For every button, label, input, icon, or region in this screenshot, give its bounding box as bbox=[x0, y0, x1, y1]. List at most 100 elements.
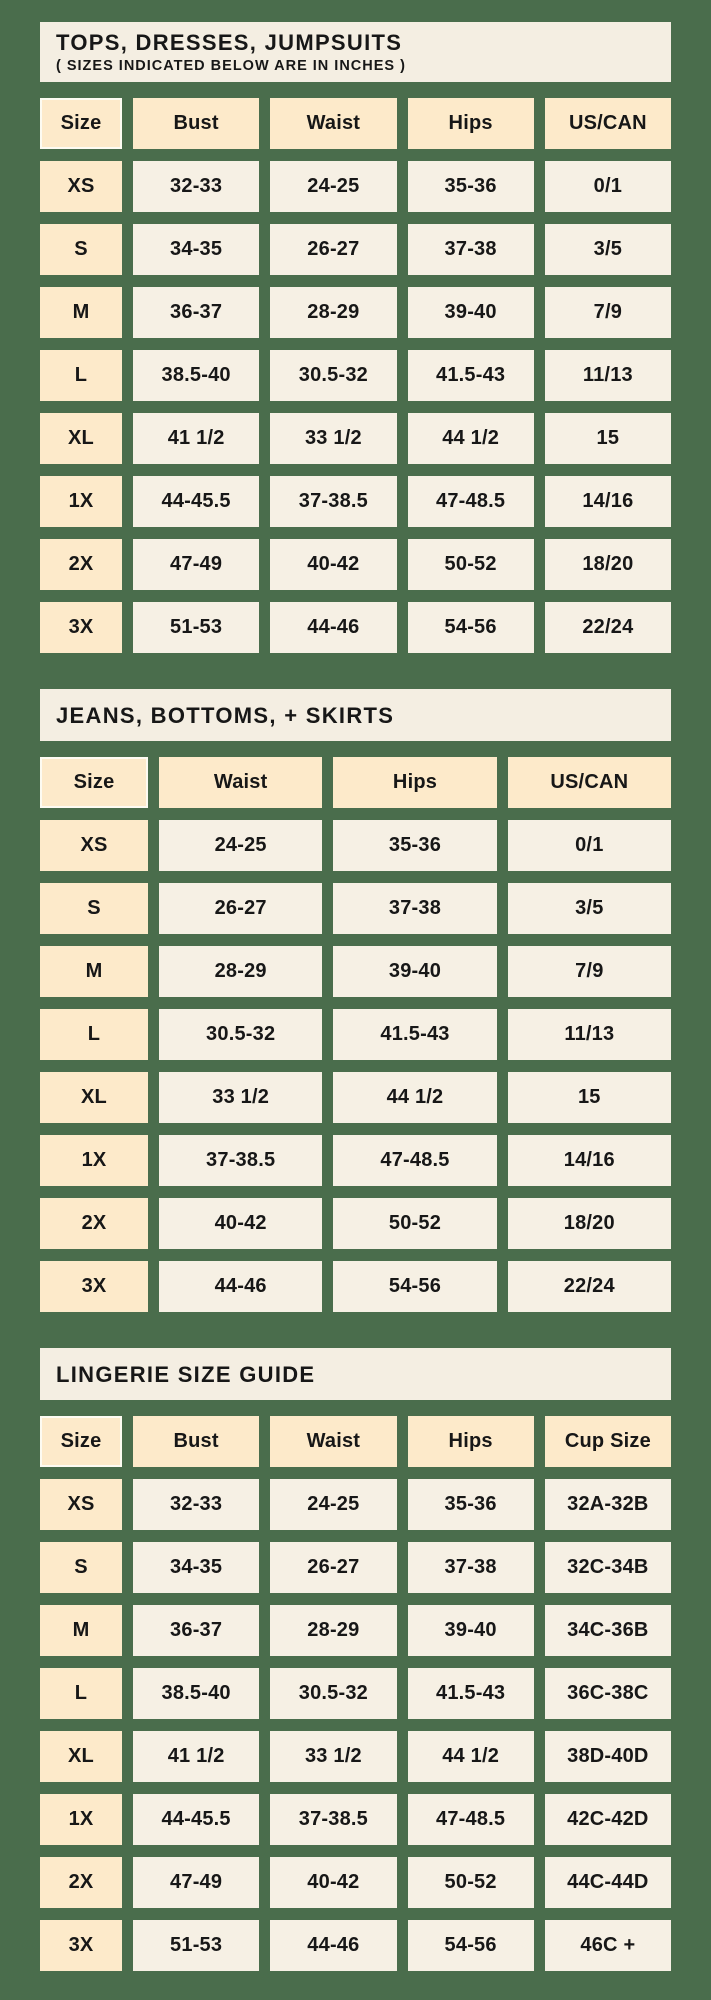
size-value-cell: 37-38.5 bbox=[270, 476, 397, 528]
size-value-cell: 32A-32B bbox=[544, 1479, 671, 1531]
size-value-cell: 26-27 bbox=[270, 224, 397, 276]
size-value-cell: 34-35 bbox=[133, 1542, 260, 1594]
size-value-cell: 37-38 bbox=[333, 883, 497, 935]
size-value-cell: 32C-34B bbox=[544, 1542, 671, 1594]
size-value-cell: 22/24 bbox=[544, 602, 671, 654]
size-value-cell: 51-53 bbox=[133, 1920, 260, 1972]
section-subtitle: ( SIZES INDICATED BELOW ARE IN INCHES ) bbox=[56, 58, 406, 75]
size-value-cell: 36-37 bbox=[133, 1605, 260, 1657]
size-label-cell: XL bbox=[40, 413, 122, 465]
size-label-cell: M bbox=[40, 946, 148, 998]
size-value-cell: 46C + bbox=[544, 1920, 671, 1972]
size-value-cell: 28-29 bbox=[159, 946, 323, 998]
size-value-cell: 7/9 bbox=[507, 946, 671, 998]
column-header-us-can: US/CAN bbox=[544, 98, 671, 150]
size-value-cell: 44C-44D bbox=[544, 1857, 671, 1909]
section-title-banner: JEANS, BOTTOMS, + SKIRTS bbox=[40, 689, 671, 742]
size-value-cell: 3/5 bbox=[507, 883, 671, 935]
size-label-cell: 1X bbox=[40, 476, 122, 528]
size-value-cell: 28-29 bbox=[270, 287, 397, 339]
size-value-cell: 54-56 bbox=[407, 602, 534, 654]
column-header-hips: Hips bbox=[333, 757, 497, 809]
size-value-cell: 30.5-32 bbox=[270, 1668, 397, 1720]
size-value-cell: 7/9 bbox=[544, 287, 671, 339]
size-label-cell: 2X bbox=[40, 1198, 148, 1250]
size-label-cell: 1X bbox=[40, 1794, 122, 1846]
size-label-cell: M bbox=[40, 287, 122, 339]
size-label-cell: 3X bbox=[40, 1261, 148, 1313]
size-label-cell: S bbox=[40, 883, 148, 935]
column-header-waist: Waist bbox=[270, 1416, 397, 1468]
column-header-size: Size bbox=[40, 1416, 122, 1468]
size-value-cell: 50-52 bbox=[333, 1198, 497, 1250]
column-header-size: Size bbox=[40, 98, 122, 150]
size-value-cell: 44 1/2 bbox=[407, 413, 534, 465]
size-value-cell: 44-46 bbox=[270, 602, 397, 654]
size-value-cell: 33 1/2 bbox=[270, 413, 397, 465]
size-value-cell: 44-45.5 bbox=[133, 476, 260, 528]
size-label-cell: XS bbox=[40, 1479, 122, 1531]
size-value-cell: 50-52 bbox=[407, 539, 534, 591]
column-header-cup-size: Cup Size bbox=[544, 1416, 671, 1468]
size-table: Size Bust Waist Hips Cup Size XS 32-33 24-25 35-… bbox=[40, 1416, 671, 1972]
size-value-cell: 26-27 bbox=[270, 1542, 397, 1594]
size-value-cell: 14/16 bbox=[544, 476, 671, 528]
size-value-cell: 47-49 bbox=[133, 539, 260, 591]
size-table: Size Waist Hips US/CAN XS 24-25 35-36 0/1 S 26-27… bbox=[40, 757, 671, 1313]
size-value-cell: 35-36 bbox=[407, 161, 534, 213]
size-value-cell: 24-25 bbox=[159, 820, 323, 872]
size-value-cell: 41.5-43 bbox=[407, 1668, 534, 1720]
column-header-hips: Hips bbox=[407, 1416, 534, 1468]
column-header-bust: Bust bbox=[133, 98, 260, 150]
size-value-cell: 26-27 bbox=[159, 883, 323, 935]
size-value-cell: 38.5-40 bbox=[133, 350, 260, 402]
size-value-cell: 47-49 bbox=[133, 1857, 260, 1909]
size-value-cell: 37-38 bbox=[407, 224, 534, 276]
size-value-cell: 38.5-40 bbox=[133, 1668, 260, 1720]
size-label-cell: 2X bbox=[40, 539, 122, 591]
size-label-cell: M bbox=[40, 1605, 122, 1657]
size-label-cell: 1X bbox=[40, 1135, 148, 1187]
size-value-cell: 14/16 bbox=[507, 1135, 671, 1187]
size-value-cell: 41.5-43 bbox=[333, 1009, 497, 1061]
size-value-cell: 11/13 bbox=[544, 350, 671, 402]
size-value-cell: 34C-36B bbox=[544, 1605, 671, 1657]
size-value-cell: 44-45.5 bbox=[133, 1794, 260, 1846]
column-header-bust: Bust bbox=[133, 1416, 260, 1468]
size-label-cell: L bbox=[40, 1668, 122, 1720]
section-title: LINGERIE SIZE GUIDE bbox=[56, 1361, 316, 1387]
size-value-cell: 47-48.5 bbox=[333, 1135, 497, 1187]
size-label-cell: 2X bbox=[40, 1857, 122, 1909]
size-value-cell: 39-40 bbox=[333, 946, 497, 998]
size-value-cell: 36C-38C bbox=[544, 1668, 671, 1720]
size-value-cell: 36-37 bbox=[133, 287, 260, 339]
section-lingerie-size-guide: LINGERIE SIZE GUIDE Size Bust Waist Hips Cup … bbox=[40, 1348, 671, 1972]
size-value-cell: 40-42 bbox=[270, 1857, 397, 1909]
section-title: JEANS, BOTTOMS, + SKIRTS bbox=[56, 702, 395, 728]
size-value-cell: 37-38 bbox=[407, 1542, 534, 1594]
size-value-cell: 15 bbox=[544, 413, 671, 465]
size-value-cell: 11/13 bbox=[507, 1009, 671, 1061]
section-tops-dresses-jumpsuits: TOPS, DRESSES, JUMPSUITS ( SIZES INDICATE… bbox=[40, 22, 671, 654]
size-value-cell: 30.5-32 bbox=[159, 1009, 323, 1061]
column-header-us-can: US/CAN bbox=[507, 757, 671, 809]
size-label-cell: 3X bbox=[40, 1920, 122, 1972]
size-value-cell: 40-42 bbox=[270, 539, 397, 591]
size-value-cell: 3/5 bbox=[544, 224, 671, 276]
size-value-cell: 34-35 bbox=[133, 224, 260, 276]
size-value-cell: 38D-40D bbox=[544, 1731, 671, 1783]
size-value-cell: 33 1/2 bbox=[159, 1072, 323, 1124]
section-title-banner: LINGERIE SIZE GUIDE bbox=[40, 1348, 671, 1401]
size-value-cell: 44-46 bbox=[159, 1261, 323, 1313]
size-value-cell: 18/20 bbox=[544, 539, 671, 591]
size-label-cell: XS bbox=[40, 820, 148, 872]
section-title-banner: TOPS, DRESSES, JUMPSUITS ( SIZES INDICATE… bbox=[40, 22, 671, 83]
size-label-cell: 3X bbox=[40, 602, 122, 654]
size-value-cell: 54-56 bbox=[333, 1261, 497, 1313]
size-value-cell: 35-36 bbox=[407, 1479, 534, 1531]
size-value-cell: 44 1/2 bbox=[333, 1072, 497, 1124]
column-header-hips: Hips bbox=[407, 98, 534, 150]
size-label-cell: L bbox=[40, 1009, 148, 1061]
size-value-cell: 41.5-43 bbox=[407, 350, 534, 402]
